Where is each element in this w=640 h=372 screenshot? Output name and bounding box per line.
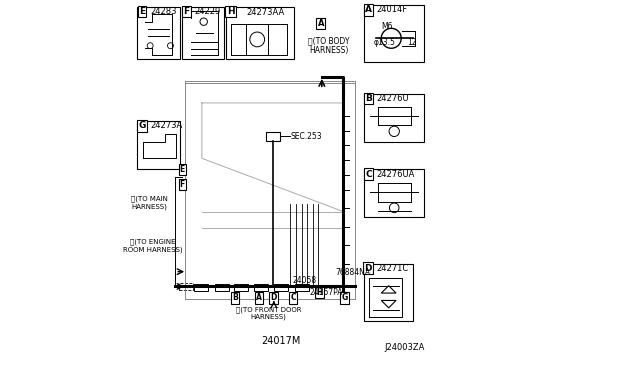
Text: J24003ZA: J24003ZA <box>385 343 425 352</box>
Text: G: G <box>138 121 146 130</box>
Text: E: E <box>139 7 145 16</box>
Text: 24014F: 24014F <box>376 5 408 15</box>
Text: C: C <box>365 170 372 179</box>
Text: F: F <box>183 7 189 16</box>
Text: D: D <box>270 294 276 302</box>
Text: 76884NA: 76884NA <box>335 267 371 277</box>
Bar <box>364 94 424 142</box>
Bar <box>179 283 193 290</box>
Text: 24167PA: 24167PA <box>310 288 344 296</box>
Bar <box>364 263 413 321</box>
Text: H: H <box>227 7 234 16</box>
Bar <box>137 121 180 169</box>
Bar <box>226 7 294 59</box>
Text: C: C <box>290 294 296 302</box>
Text: ⓘ(TO BODY
HARNESS): ⓘ(TO BODY HARNESS) <box>308 36 350 55</box>
Bar <box>274 284 288 291</box>
Text: 24017M: 24017M <box>262 336 301 346</box>
Bar <box>182 7 224 59</box>
Text: D: D <box>365 264 372 273</box>
Text: 24276UA: 24276UA <box>376 170 415 179</box>
Text: E: E <box>180 165 185 174</box>
Bar <box>234 284 248 291</box>
Text: 24229: 24229 <box>195 7 221 16</box>
Text: ⓘ(TO MAIN
HARNESS): ⓘ(TO MAIN HARNESS) <box>131 196 168 210</box>
Text: 24058: 24058 <box>292 276 317 285</box>
Bar <box>266 132 280 141</box>
Bar <box>254 284 268 291</box>
Text: A: A <box>365 5 372 15</box>
Text: F: F <box>180 180 185 189</box>
Bar <box>215 284 229 291</box>
Text: 24273AA: 24273AA <box>246 7 284 17</box>
Text: M6: M6 <box>381 22 393 31</box>
Text: SEC.253: SEC.253 <box>291 132 322 141</box>
Text: 24271C: 24271C <box>376 264 409 273</box>
Text: 24276U: 24276U <box>376 94 409 103</box>
Text: φ13.5: φ13.5 <box>374 38 396 46</box>
Bar <box>137 7 180 59</box>
Bar <box>295 284 309 291</box>
Bar <box>194 284 208 291</box>
Text: Ⓙ(TO FRONT DOOR
HARNESS): Ⓙ(TO FRONT DOOR HARNESS) <box>236 306 301 320</box>
Bar <box>364 5 424 62</box>
Bar <box>364 169 424 217</box>
Text: A: A <box>256 294 262 302</box>
Text: B: B <box>232 294 238 302</box>
Text: H: H <box>316 288 323 297</box>
Text: A: A <box>317 19 324 28</box>
Text: 24283: 24283 <box>150 7 177 16</box>
Text: B: B <box>365 94 372 103</box>
Text: 24273A: 24273A <box>150 121 182 130</box>
Text: 12: 12 <box>407 38 417 46</box>
Text: ⓛ(TO ENGINE
ROOM HARNESS): ⓛ(TO ENGINE ROOM HARNESS) <box>124 239 183 253</box>
Text: G: G <box>342 294 348 302</box>
